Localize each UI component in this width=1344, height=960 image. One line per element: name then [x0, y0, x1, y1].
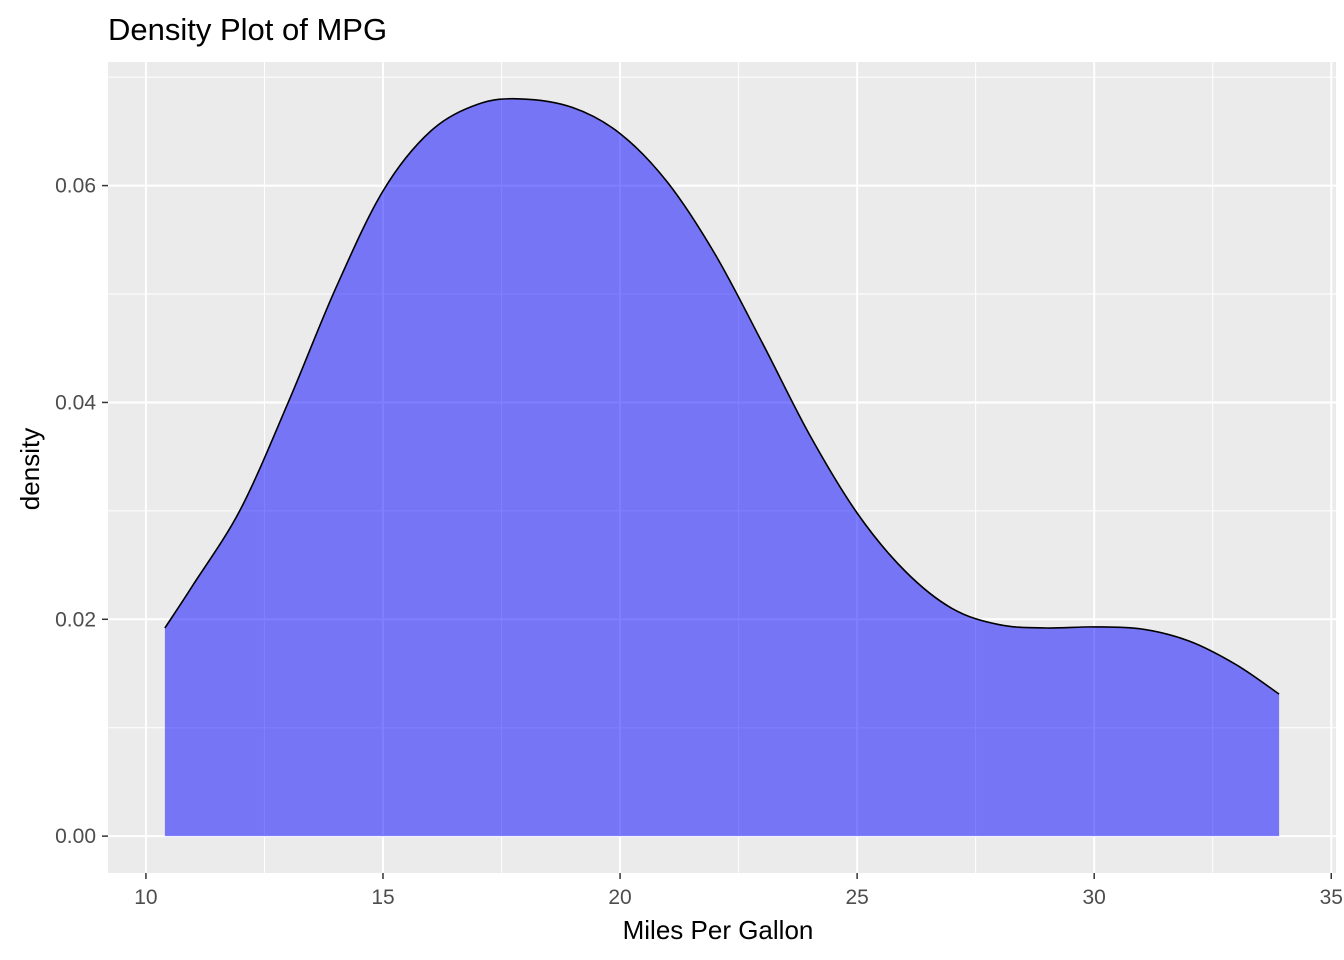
- y-tick-label: 0.00: [55, 825, 96, 848]
- x-axis-title: Miles Per Gallon: [623, 915, 814, 945]
- y-axis-ticks: 0.00 0.02 0.04 0.06: [55, 175, 108, 848]
- y-tick-label: 0.02: [55, 608, 96, 631]
- y-axis-title: density: [15, 428, 45, 510]
- x-tick-label: 10: [134, 886, 157, 909]
- y-tick-label: 0.06: [55, 175, 96, 198]
- x-tick-label: 30: [1083, 886, 1106, 909]
- x-axis-ticks: 10 15 20 25 30 35: [134, 873, 1343, 909]
- x-tick-label: 20: [608, 886, 631, 909]
- density-curve: [164, 97, 1280, 695]
- x-tick-label: 35: [1320, 886, 1343, 909]
- density-area: [164, 98, 1280, 837]
- x-tick-label: 15: [371, 886, 394, 909]
- y-tick-label: 0.04: [55, 391, 96, 414]
- x-tick-label: 25: [845, 886, 868, 909]
- chart-title: Density Plot of MPG: [108, 12, 387, 47]
